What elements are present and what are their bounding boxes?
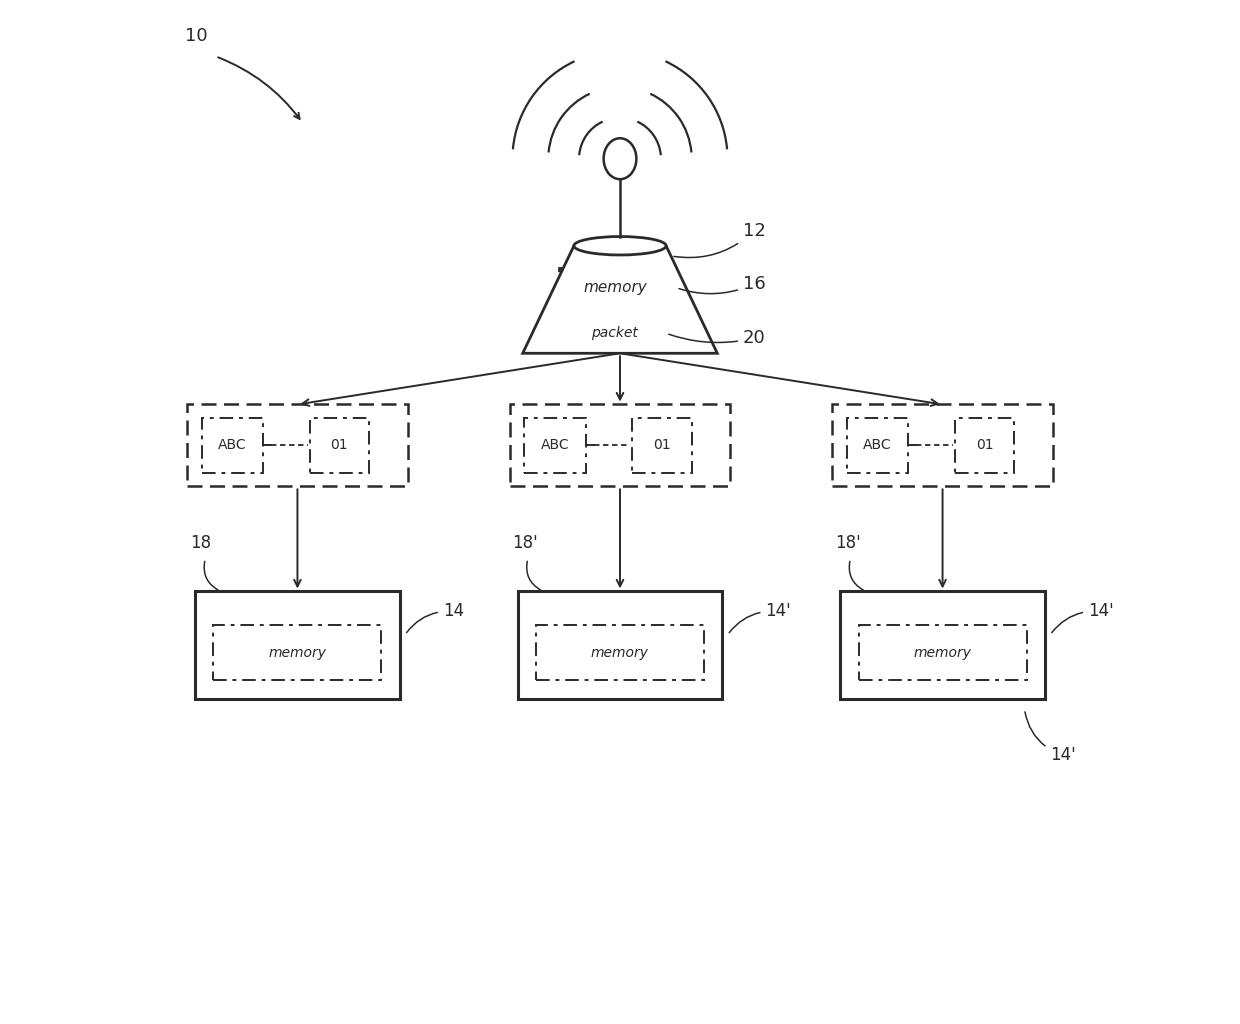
Text: 14': 14' xyxy=(1025,712,1076,764)
Text: memory: memory xyxy=(591,646,649,659)
Bar xyxy=(202,418,263,473)
Ellipse shape xyxy=(604,138,636,179)
Bar xyxy=(525,418,585,473)
Bar xyxy=(517,592,723,698)
Text: ABC: ABC xyxy=(218,438,247,453)
Bar xyxy=(510,404,730,486)
Text: memory: memory xyxy=(914,646,972,659)
Ellipse shape xyxy=(574,237,666,255)
Text: 18': 18' xyxy=(512,535,538,552)
Text: 20: 20 xyxy=(668,329,765,347)
Bar xyxy=(632,418,692,473)
Bar xyxy=(955,418,1014,473)
Text: packet: packet xyxy=(591,327,639,340)
Text: 14': 14' xyxy=(729,602,791,633)
Text: 14': 14' xyxy=(1052,602,1114,633)
Bar xyxy=(310,418,370,473)
Text: 10: 10 xyxy=(185,27,207,45)
Bar xyxy=(195,592,399,698)
Text: 14: 14 xyxy=(407,602,464,633)
Bar xyxy=(832,404,1053,486)
Text: 01: 01 xyxy=(331,438,348,453)
Text: 01: 01 xyxy=(976,438,993,453)
Bar xyxy=(569,316,661,350)
Polygon shape xyxy=(523,246,717,353)
Text: ABC: ABC xyxy=(541,438,569,453)
Text: ABC: ABC xyxy=(863,438,892,453)
Bar xyxy=(187,404,408,486)
Text: 12: 12 xyxy=(675,221,766,258)
Text: 01: 01 xyxy=(653,438,671,453)
Bar xyxy=(536,625,704,680)
Text: memory: memory xyxy=(583,281,647,295)
Text: memory: memory xyxy=(268,646,326,659)
Text: 16: 16 xyxy=(680,274,765,294)
Text: 18: 18 xyxy=(190,535,211,552)
Bar xyxy=(213,625,382,680)
Bar xyxy=(841,592,1045,698)
Bar xyxy=(847,418,908,473)
Text: 18': 18' xyxy=(835,535,861,552)
Bar xyxy=(558,268,671,307)
Bar xyxy=(858,625,1027,680)
